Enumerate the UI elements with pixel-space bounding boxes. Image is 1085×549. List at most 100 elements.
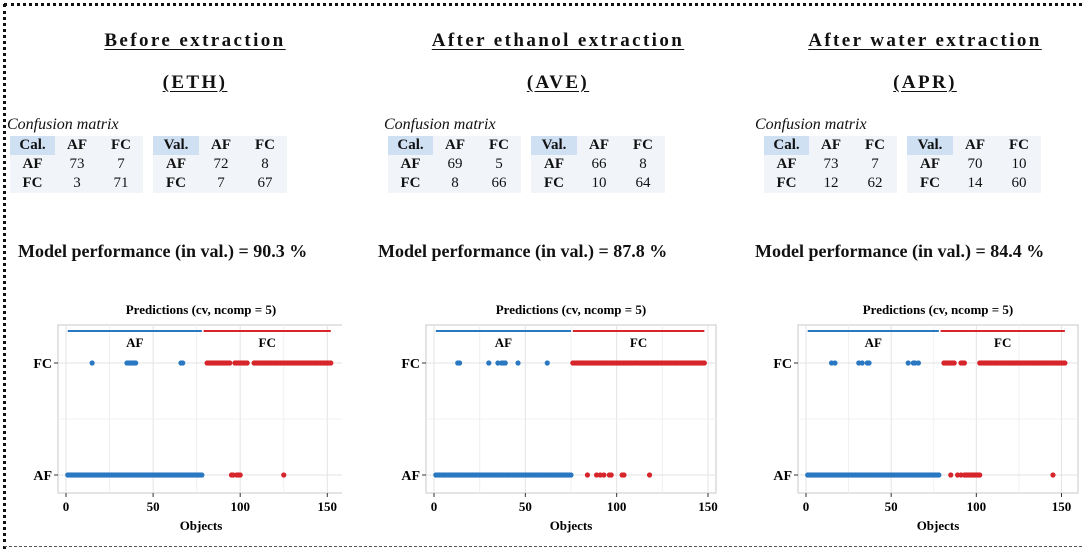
table-row: FC 12 62 FC 14 60 <box>764 174 1041 193</box>
panel-title: Before extraction <box>104 30 286 51</box>
row-header: AF <box>764 155 809 174</box>
column-header: FC <box>477 136 521 155</box>
y-tick-label: AF <box>401 469 420 484</box>
y-tick-label: AF <box>773 469 792 484</box>
table-header-row: Cal. AF FC Val. AF FC <box>764 136 1041 155</box>
x-tick-label: 100 <box>607 499 627 514</box>
cal-header: Cal. <box>10 136 55 155</box>
dotted-border-top <box>4 3 1082 6</box>
data-point <box>133 360 139 366</box>
table-cell: 66 <box>577 155 621 174</box>
dashed-border-bottom <box>4 546 1082 547</box>
confusion-matrix-label: Confusion matrix <box>755 116 867 133</box>
data-point <box>544 360 550 366</box>
table-gap <box>143 174 153 193</box>
data-point <box>89 360 95 366</box>
table-cell: 64 <box>621 174 665 193</box>
data-point <box>1062 360 1068 366</box>
row-header: AF <box>907 155 953 174</box>
table-gap <box>521 136 531 155</box>
panel-subtitle: (ETH) <box>162 72 228 93</box>
data-point <box>977 472 983 478</box>
data-point <box>859 360 865 366</box>
table-header-row: Cal. AF FC Val. AF FC <box>388 136 665 155</box>
panel-title: After water extraction <box>808 30 1042 51</box>
data-point <box>608 472 614 478</box>
table-gap <box>521 174 531 193</box>
table-gap <box>143 155 153 174</box>
table-cell: 12 <box>809 174 853 193</box>
table-row: AF 73 7 AF 70 10 <box>764 155 1041 174</box>
table-cell: 8 <box>243 155 287 174</box>
x-tick-label: 150 <box>1052 499 1072 514</box>
column-header: AF <box>199 136 243 155</box>
column-header: FC <box>997 136 1041 155</box>
group-label: FC <box>994 335 1011 350</box>
data-point <box>597 472 603 478</box>
model-performance: Model performance (in val.) = 84.4 % <box>755 241 1045 261</box>
x-tick-label: 150 <box>698 499 718 514</box>
table-header-row: Cal. AF FC Val. AF FC <box>10 136 287 155</box>
column-header: FC <box>853 136 897 155</box>
x-tick-label: 0 <box>63 499 70 514</box>
data-point <box>701 360 707 366</box>
table-cell: 7 <box>199 174 243 193</box>
table-cell: 70 <box>953 155 997 174</box>
data-point <box>227 360 233 366</box>
data-point <box>915 360 922 366</box>
data-point <box>515 360 521 366</box>
data-point <box>584 472 591 478</box>
table-cell: 62 <box>853 174 897 193</box>
predictions-chart-ave: Predictions (cv, ncomp = 5) AF FC AF FC 0 50 10… <box>401 302 718 533</box>
group-label: FC <box>259 335 276 350</box>
x-tick-label: 100 <box>230 499 250 514</box>
table-cell: 73 <box>809 155 853 174</box>
x-tick-label: 50 <box>885 499 898 514</box>
row-header: AF <box>531 155 577 174</box>
panel-eth: Before extraction (ETH) Confusion matrix… <box>7 0 375 549</box>
y-tick-label: FC <box>773 357 792 372</box>
y-tick-label: FC <box>33 357 52 372</box>
confusion-matrix-label: Confusion matrix <box>7 116 119 133</box>
x-tick-label: 50 <box>147 499 160 514</box>
row-header: FC <box>764 174 809 193</box>
panel-subtitle: (AVE) <box>526 72 590 93</box>
column-header: AF <box>953 136 997 155</box>
x-tick-label: 50 <box>519 499 532 514</box>
data-point <box>568 472 574 478</box>
table-cell: 69 <box>433 155 477 174</box>
data-point <box>905 360 911 366</box>
cal-header: Cal. <box>388 136 433 155</box>
column-header: FC <box>243 136 287 155</box>
chart-title: Predictions (cv, ncomp = 5) <box>126 302 277 317</box>
data-point <box>237 472 243 478</box>
model-performance: Model performance (in val.) = 87.8 % <box>378 241 668 261</box>
group-label: AF <box>126 335 143 350</box>
column-header: FC <box>99 136 143 155</box>
table-cell: 14 <box>953 174 997 193</box>
table-cell: 7 <box>853 155 897 174</box>
val-header: Val. <box>531 136 577 155</box>
data-point <box>961 360 967 366</box>
group-label: FC <box>630 335 647 350</box>
data-point <box>456 360 463 366</box>
row-header: FC <box>907 174 953 193</box>
row-header: FC <box>388 174 433 193</box>
table-cell: 71 <box>99 174 143 193</box>
column-header: FC <box>621 136 665 155</box>
table-cell: 7 <box>99 155 143 174</box>
cal-header: Cal. <box>764 136 809 155</box>
table-cell: 8 <box>621 155 665 174</box>
data-point <box>502 360 508 366</box>
table-cell: 3 <box>55 174 99 193</box>
data-point <box>1050 472 1056 478</box>
table-cell: 10 <box>997 155 1041 174</box>
val-header: Val. <box>153 136 199 155</box>
data-point <box>281 472 287 478</box>
column-header: AF <box>809 136 853 155</box>
predictions-chart-eth: Predictions (cv, ncomp = 5) AF FC AF FC 0 50 10… <box>33 302 342 533</box>
group-label: AF <box>865 335 882 350</box>
dotted-border-left <box>3 4 6 549</box>
chart-title: Predictions (cv, ncomp = 5) <box>496 302 647 317</box>
table-gap <box>521 155 531 174</box>
